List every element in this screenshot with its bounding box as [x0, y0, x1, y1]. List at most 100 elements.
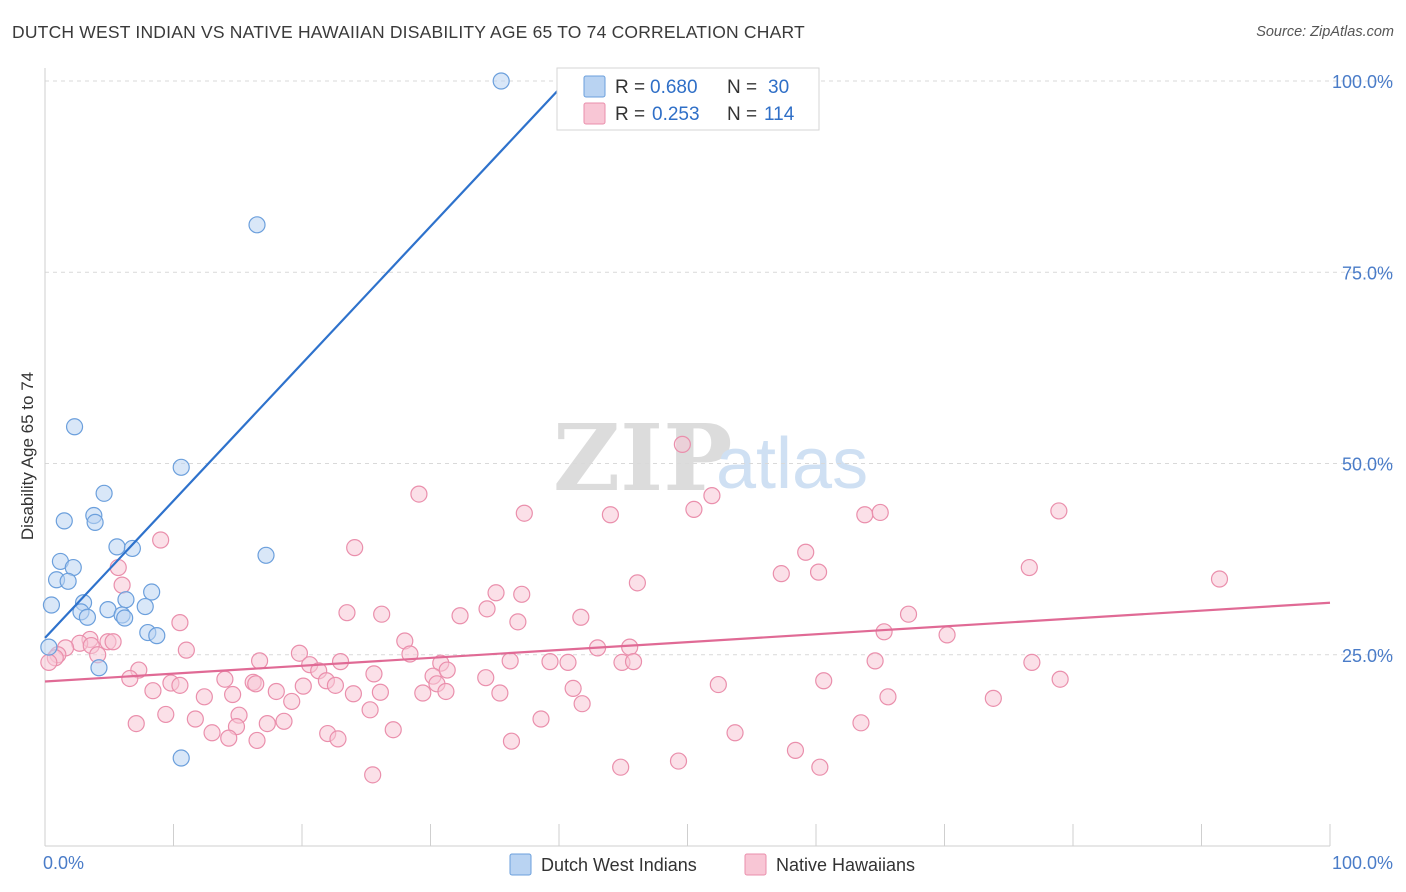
native-hawaiian-point-56 [866, 652, 884, 670]
legend-r-label-blue: R = [615, 77, 645, 98]
native-hawaiian-point-81 [414, 684, 432, 702]
watermark-zip: ZIP [553, 404, 732, 512]
native-hawaiian-point-17 [487, 584, 505, 602]
dutch-west-indian-point-16 [42, 596, 61, 614]
native-hawaiian-point-83 [491, 684, 509, 702]
bottom-legend-label-blue: Dutch West Indians [541, 855, 697, 875]
native-hawaiian-point-91 [361, 701, 379, 719]
native-hawaiian-point-57 [1023, 653, 1041, 672]
native-hawaiian-point-1 [410, 485, 428, 503]
native-hawaiian-point-82 [437, 682, 455, 701]
native-hawaiian-point-96 [258, 714, 276, 733]
native-hawaiian-point-7 [871, 503, 889, 522]
dutch-west-indian-point-3 [172, 458, 190, 476]
dutch-west-indian-point-14 [59, 572, 77, 590]
native-hawaiian-point-22 [338, 604, 356, 622]
native-hawaiian-point-44 [290, 644, 309, 662]
native-hawaiian-point-78 [267, 682, 285, 701]
dutch-west-indian-point-24 [116, 609, 134, 627]
native-hawaiian-point-94 [186, 710, 204, 728]
legend-swatch-pink [583, 102, 606, 125]
native-hawaiian-point-46 [40, 653, 58, 672]
native-hawaiian-point-16 [628, 574, 646, 592]
dutch-west-indian-point-18 [117, 591, 135, 609]
native-hawaiian-point-110 [852, 714, 870, 732]
native-hawaiian-point-84 [564, 679, 582, 698]
native-hawaiian-point-95 [275, 712, 293, 730]
native-hawaiian-point-89 [879, 688, 897, 706]
x-tick-label-1: 100.0% [1332, 853, 1393, 873]
dutch-west-indian-point-28 [90, 659, 108, 677]
native-hawaiian-point-87 [283, 692, 301, 711]
native-hawaiian-point-103 [220, 729, 238, 747]
native-hawaiian-point-101 [203, 724, 221, 742]
dutch-west-indian-point-8 [108, 538, 126, 556]
native-hawaiian-point-12 [1210, 570, 1229, 588]
dutch-west-indian-point-5 [55, 512, 73, 530]
dutch-west-indian-point-15 [143, 583, 161, 601]
dutch-west-indian-point-10 [257, 546, 275, 564]
y-tick-label-0: 25.0% [1342, 646, 1393, 666]
native-hawaiian-point-80 [371, 683, 389, 701]
native-hawaiian-point-27 [509, 613, 527, 631]
native-hawaiian-point-85 [195, 688, 213, 706]
native-hawaiian-point-68 [121, 669, 139, 688]
native-hawaiian-point-105 [502, 732, 521, 750]
native-hawaiian-point-55 [624, 653, 643, 671]
legend-n-value-blue: 30 [768, 77, 789, 98]
native-hawaiian-point-79 [344, 685, 362, 703]
legend-r-label-pink: R = [615, 104, 645, 125]
native-hawaiian-point-97 [127, 714, 145, 733]
bottom-legend-label-pink: Native Hawaiians [776, 855, 915, 875]
native-hawaiian-point-92 [157, 705, 175, 724]
native-hawaiian-point-14 [809, 563, 828, 581]
native-hawaiian-point-76 [1051, 670, 1069, 688]
native-hawaiian-point-9 [152, 531, 170, 549]
native-hawaiian-point-86 [224, 685, 242, 704]
dutch-west-indian-point-1 [248, 216, 266, 234]
native-hawaiian-point-29 [875, 623, 893, 641]
native-hawaiian-point-73 [247, 675, 265, 693]
legend-swatch-blue [583, 75, 606, 98]
native-hawaiian-point-6 [856, 506, 874, 524]
native-hawaiian-point-24 [451, 607, 469, 625]
native-hawaiian-point-53 [559, 653, 577, 672]
native-hawaiian-point-100 [384, 721, 402, 739]
dutch-west-indian-point-29 [172, 749, 190, 767]
native-hawaiian-point-11 [797, 543, 815, 561]
native-hawaiian-point-75 [815, 672, 833, 690]
native-hawaiian-point-88 [573, 695, 591, 713]
native-hawaiian-point-62 [438, 661, 456, 679]
native-hawaiian-point-25 [572, 608, 590, 626]
native-hawaiian-point-98 [532, 710, 550, 728]
dutch-west-indians-points [40, 72, 510, 767]
x-tick-label-0: 0.0% [43, 853, 84, 873]
dutch-west-indian-point-4 [95, 484, 113, 502]
native-hawaiian-point-64 [216, 670, 234, 688]
legend-n-value-pink: 114 [764, 104, 795, 125]
native-hawaiian-point-109 [248, 731, 266, 750]
native-hawaiian-point-13 [772, 565, 790, 583]
native-hawaiian-point-30 [938, 626, 956, 644]
native-hawaiian-point-72 [171, 676, 189, 694]
dutch-west-indian-point-9 [123, 539, 141, 558]
source-credit: Source: ZipAtlas.com [1256, 24, 1394, 40]
y-tick-label-1: 50.0% [1342, 455, 1393, 475]
series-legend: Dutch West Indians Native Hawaiians [509, 853, 915, 876]
native-hawaiian-point-19 [113, 576, 131, 594]
native-hawaiian-point-63 [477, 669, 495, 687]
axes [44, 68, 1331, 847]
native-hawaiian-point-4 [515, 504, 533, 522]
dutch-west-indian-point-27 [40, 638, 58, 656]
native-hawaiian-point-111 [811, 758, 829, 776]
native-hawaiian-point-70 [326, 676, 345, 694]
native-hawaiian-point-71 [709, 675, 727, 694]
native-hawaiian-point-77 [144, 682, 162, 700]
native-hawaiian-point-51 [501, 652, 519, 670]
chart-title: DUTCH WEST INDIAN VS NATIVE HAWAIIAN DIS… [12, 22, 805, 42]
native-hawaiian-point-104 [329, 730, 347, 748]
native-hawaiian-point-106 [726, 724, 744, 742]
regression-lines [44, 80, 1331, 683]
native-hawaiian-point-23 [373, 605, 391, 623]
native-hawaiian-point-113 [612, 758, 630, 776]
